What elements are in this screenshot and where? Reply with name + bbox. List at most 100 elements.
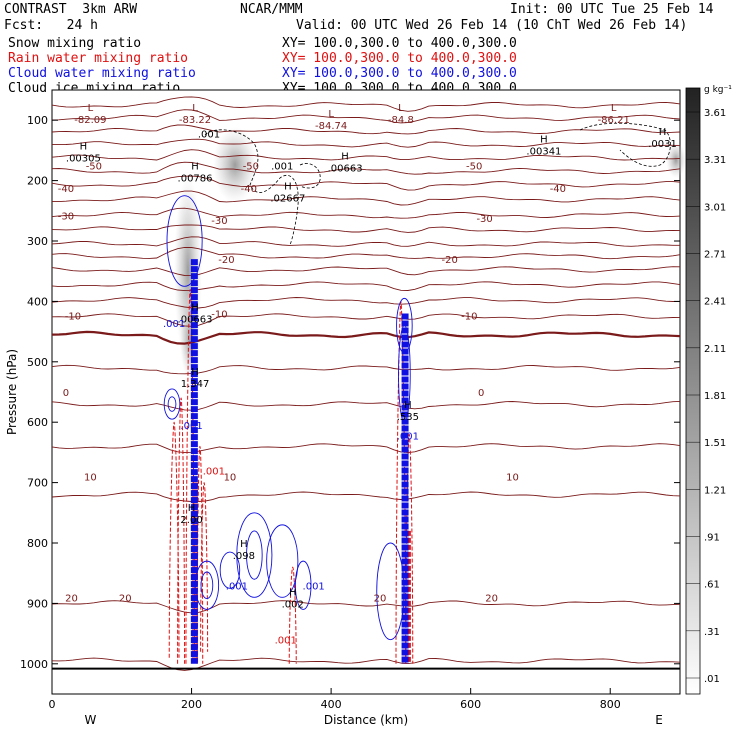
extremum-value: .00305: [66, 154, 101, 165]
extremum-low-marker: L: [328, 109, 334, 120]
y-tick-label: 400: [27, 295, 48, 308]
cloud-water-contour: [219, 551, 241, 589]
colorbar: [685, 87, 701, 695]
temperature-contour--15: [51, 281, 681, 292]
rain-contour: [288, 566, 297, 664]
extremum-value: .02667: [270, 193, 305, 204]
extremum-value: .00341: [526, 146, 561, 157]
x-tick-label: 200: [181, 698, 202, 711]
temperature-contour--25: [51, 246, 681, 260]
extremum-value: -83.22: [179, 115, 211, 126]
temperature-contour--45: [51, 190, 681, 206]
extremum-value: .535: [397, 412, 419, 423]
temperature-contour-0: [51, 330, 681, 345]
temperature-contour--75: [51, 109, 681, 124]
cloud-water-contour: [398, 325, 411, 423]
extremum-low-marker: L: [611, 103, 617, 114]
cloud-water-contour: [376, 542, 405, 641]
extremum-value: 2.00: [180, 515, 202, 526]
cloud-water-contour: [166, 195, 203, 287]
temperature-label: -30: [58, 212, 74, 223]
cloud-water-contour: [396, 297, 413, 354]
y-tick-label: 600: [27, 416, 48, 429]
extremum-value: -86.21: [598, 115, 630, 126]
temperature-label: -40: [58, 184, 74, 195]
ice-contour-right: [579, 122, 671, 167]
extremum-low-marker: L: [398, 103, 404, 114]
extremum-value: -82.09: [74, 115, 106, 126]
temperature-contour-5: [51, 364, 681, 375]
temperature-label: 20: [374, 593, 387, 604]
x-end-label-east: E: [655, 713, 663, 727]
temperature-contour--35: [51, 224, 681, 233]
x-tick-label: 0: [49, 698, 56, 711]
extremum-value: 1.347: [181, 379, 210, 390]
temperature-label: -10: [211, 309, 227, 320]
contour-value-label: .001: [275, 636, 297, 647]
cloud-water-contour: [194, 560, 220, 610]
cloud-water-contour: [236, 512, 273, 598]
extremum-high-marker: H: [341, 151, 349, 162]
temperature-contour--10: [51, 297, 681, 309]
contour-value-label: .001: [203, 467, 225, 478]
colorbar-tick-label: 1.51: [704, 438, 726, 449]
cloud-water-contour: [266, 524, 299, 598]
model-title: CONTRAST 3km ARW: [4, 2, 138, 17]
x-end-label-west: W: [84, 713, 96, 727]
colorbar-tick-label: 3.01: [704, 202, 726, 213]
y-tick-label: 900: [27, 597, 48, 610]
field-xy-rain: XY= 100.0,300.0 to 400.0,300.0: [282, 51, 517, 66]
y-tick-label: 200: [27, 175, 48, 188]
extremum-high-marker: H: [191, 367, 199, 378]
ice-contour-upper: [204, 129, 299, 246]
temperature-contour--5: [51, 313, 681, 327]
temperature-label: 0: [478, 388, 484, 399]
temperature-label: 20: [485, 593, 498, 604]
temperature-label: 10: [84, 473, 97, 484]
extremum-high-marker: H: [188, 503, 196, 514]
extremum-high-marker: H: [191, 302, 199, 313]
cloud-water-contour: [246, 530, 263, 580]
temperature-contour--20: [51, 266, 681, 277]
extremum-value: .098: [233, 551, 255, 562]
temperature-contour--50: [51, 175, 681, 191]
colorbar-tick-label: 3.61: [704, 108, 726, 119]
cloud-water-contour: [163, 388, 181, 420]
forecast-hour: Fcst: 24 h: [4, 18, 98, 33]
temperature-label: 20: [119, 593, 132, 604]
cloud-water-contour: [294, 560, 312, 610]
ice-contour-mid: [299, 163, 321, 189]
extremum-value: -84.8: [388, 115, 414, 126]
temperature-contour--55: [51, 161, 681, 175]
colorbar-tick-label: .01: [704, 674, 720, 685]
y-tick-label: 100: [27, 114, 48, 127]
init-time: Init: 00 UTC Tue 25 Feb 14: [510, 2, 714, 17]
extremum-high-marker: H: [289, 587, 297, 598]
temperature-contour-25: [51, 600, 681, 614]
temperature-label: -30: [476, 214, 492, 225]
colorbar-tick-label: .31: [704, 627, 720, 638]
temperature-contour--70: [51, 124, 681, 135]
contour-value-label: .001: [163, 319, 185, 330]
extremum-value: .00663: [328, 163, 363, 174]
temperature-label: -30: [211, 216, 227, 227]
rain-contour: [200, 482, 209, 652]
temperature-label: 10: [224, 473, 237, 484]
temperature-label: -50: [466, 162, 482, 173]
colorbar-tick-label: 2.41: [704, 297, 726, 308]
x-tick-label: 400: [321, 698, 342, 711]
extremum-low-marker: L: [88, 103, 94, 114]
field-name-cloud-water: Cloud water mixing ratio: [8, 66, 196, 81]
valid-time: Valid: 00 UTC Wed 26 Feb 14 (10 ChT Wed …: [296, 18, 688, 33]
temperature-label: -40: [241, 184, 257, 195]
temperature-label: -10: [65, 311, 81, 322]
colorbar-tick-label: 3.31: [704, 155, 726, 166]
extremum-low-marker: L: [192, 103, 198, 114]
temperature-contour--65: [51, 138, 681, 148]
cloud-water-contour: [167, 396, 177, 412]
temperature-contour--60: [51, 149, 681, 161]
cloud-water-contour: [200, 571, 214, 600]
extremum-value: -84.74: [315, 121, 347, 132]
y-tick-label: 800: [27, 537, 48, 550]
